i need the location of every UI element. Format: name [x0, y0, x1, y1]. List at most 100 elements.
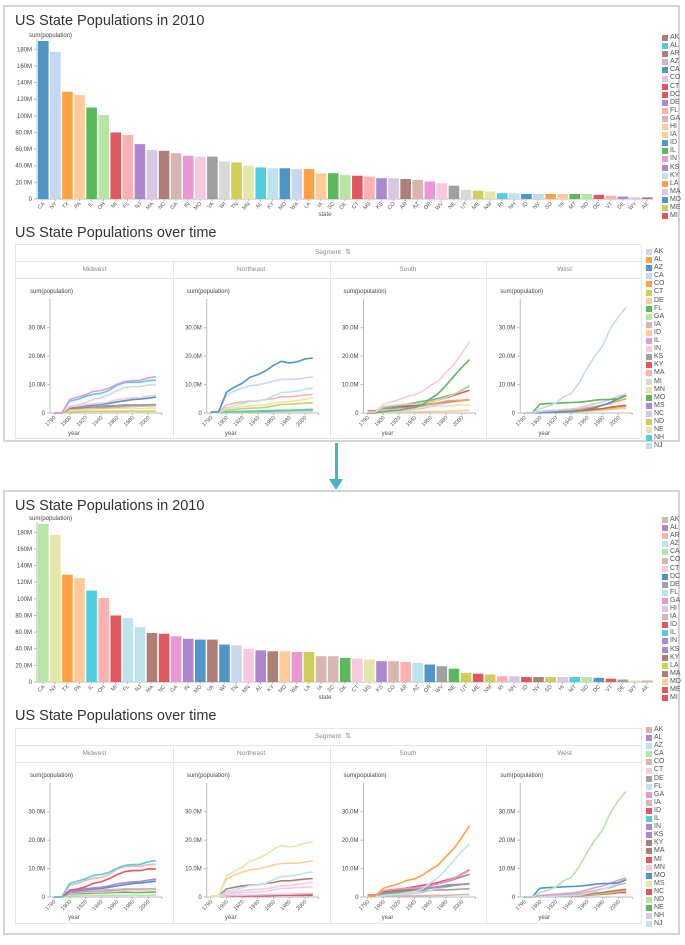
- legend-item[interactable]: FL: [646, 783, 665, 791]
- legend-item[interactable]: NH: [646, 912, 665, 920]
- legend-item[interactable]: NJ: [646, 920, 665, 928]
- legend-item[interactable]: CO: [646, 280, 665, 288]
- legend-item[interactable]: ID: [646, 807, 665, 815]
- legend-item[interactable]: IA: [662, 613, 681, 621]
- legend-item[interactable]: IL: [662, 629, 681, 637]
- legend-item[interactable]: KY: [662, 172, 681, 180]
- legend-item[interactable]: MS: [646, 402, 665, 410]
- legend-item[interactable]: CA: [662, 66, 681, 74]
- legend-item[interactable]: AZ: [646, 264, 665, 272]
- legend-item[interactable]: KS: [662, 164, 681, 172]
- legend-item[interactable]: IA: [646, 799, 665, 807]
- legend-item[interactable]: NE: [646, 904, 665, 912]
- legend-item[interactable]: FL: [646, 305, 665, 313]
- legend-item[interactable]: IL: [646, 337, 665, 345]
- legend-item[interactable]: ID: [662, 139, 681, 147]
- legend-item[interactable]: IA: [646, 321, 665, 329]
- legend-item[interactable]: MI: [646, 856, 665, 864]
- legend-item[interactable]: GA: [646, 791, 665, 799]
- legend-item[interactable]: KY: [662, 654, 681, 662]
- legend-item[interactable]: MS: [646, 880, 665, 888]
- legend-item[interactable]: IL: [646, 815, 665, 823]
- legend-item[interactable]: AZ: [662, 540, 681, 548]
- legend-item[interactable]: MD: [662, 196, 681, 204]
- legend-item[interactable]: NC: [646, 888, 665, 896]
- legend-item[interactable]: MA: [646, 369, 665, 377]
- legend-item[interactable]: CT: [662, 83, 681, 91]
- legend-item[interactable]: GA: [662, 597, 681, 605]
- legend-item[interactable]: MO: [646, 872, 665, 880]
- legend-item[interactable]: CO: [662, 74, 681, 82]
- legend-item[interactable]: DE: [662, 99, 681, 107]
- legend-item[interactable]: CT: [646, 766, 665, 774]
- legend-item[interactable]: AZ: [646, 742, 665, 750]
- legend-item[interactable]: ND: [646, 896, 665, 904]
- legend-item[interactable]: IN: [646, 345, 665, 353]
- legend-item[interactable]: AK: [646, 726, 665, 734]
- legend-item[interactable]: IN: [662, 637, 681, 645]
- legend-item[interactable]: GA: [662, 115, 681, 123]
- legend-item[interactable]: AZ: [662, 58, 681, 66]
- legend-item[interactable]: IN: [646, 823, 665, 831]
- legend-item[interactable]: AK: [646, 248, 665, 256]
- legend-item[interactable]: IN: [662, 155, 681, 163]
- legend-item[interactable]: CT: [662, 565, 681, 573]
- legend-item[interactable]: DE: [662, 581, 681, 589]
- legend-item[interactable]: MA: [662, 188, 681, 196]
- sort-icon[interactable]: ⇅: [345, 733, 351, 740]
- legend-item[interactable]: MD: [662, 678, 681, 686]
- legend-item[interactable]: AK: [662, 516, 681, 524]
- legend-item[interactable]: AL: [646, 256, 665, 264]
- legend-item[interactable]: CT: [646, 288, 665, 296]
- legend-item[interactable]: FL: [662, 589, 681, 597]
- legend-item[interactable]: LA: [662, 662, 681, 670]
- legend-item[interactable]: KS: [662, 646, 681, 654]
- legend-item[interactable]: CA: [646, 272, 665, 280]
- legend-item[interactable]: MA: [662, 670, 681, 678]
- legend-item[interactable]: KY: [646, 361, 665, 369]
- legend-item[interactable]: GA: [646, 313, 665, 321]
- legend-item[interactable]: NJ: [646, 442, 665, 450]
- legend-item[interactable]: ME: [662, 204, 681, 212]
- sort-icon[interactable]: ⇅: [345, 249, 351, 256]
- legend-item[interactable]: KS: [646, 831, 665, 839]
- legend-item[interactable]: AK: [662, 34, 681, 42]
- legend-item[interactable]: AR: [662, 50, 681, 58]
- legend-item[interactable]: IA: [662, 131, 681, 139]
- legend-item[interactable]: DE: [646, 775, 665, 783]
- legend-item[interactable]: MI: [662, 694, 681, 702]
- legend-item[interactable]: MN: [646, 864, 665, 872]
- legend-item[interactable]: DC: [662, 91, 681, 99]
- legend-item[interactable]: AL: [646, 734, 665, 742]
- legend-item[interactable]: ND: [646, 418, 665, 426]
- legend-item[interactable]: HI: [662, 605, 681, 613]
- legend-item[interactable]: CA: [646, 750, 665, 758]
- legend-item[interactable]: CO: [662, 556, 681, 564]
- legend-item[interactable]: MI: [662, 212, 681, 220]
- legend-item[interactable]: MO: [646, 394, 665, 402]
- legend-item[interactable]: NC: [646, 410, 665, 418]
- legend-item[interactable]: FL: [662, 107, 681, 115]
- legend-item[interactable]: CO: [646, 758, 665, 766]
- legend-item[interactable]: NE: [646, 426, 665, 434]
- legend-item[interactable]: MN: [646, 386, 665, 394]
- legend-swatch: [646, 297, 652, 304]
- legend-item[interactable]: ME: [662, 686, 681, 694]
- legend-item[interactable]: MA: [646, 847, 665, 855]
- legend-item[interactable]: KS: [646, 353, 665, 361]
- legend-item[interactable]: NH: [646, 434, 665, 442]
- legend-item[interactable]: AR: [662, 532, 681, 540]
- legend-item[interactable]: ID: [646, 329, 665, 337]
- legend-item[interactable]: CA: [662, 548, 681, 556]
- legend-item[interactable]: HI: [662, 123, 681, 131]
- legend-item[interactable]: LA: [662, 180, 681, 188]
- legend-item[interactable]: DC: [662, 573, 681, 581]
- legend-item[interactable]: AL: [662, 42, 681, 50]
- legend-item[interactable]: MI: [646, 378, 665, 386]
- legend-item[interactable]: AL: [662, 524, 681, 532]
- legend-item[interactable]: ID: [662, 621, 681, 629]
- legend-item[interactable]: IL: [662, 147, 681, 155]
- legend-item[interactable]: KY: [646, 839, 665, 847]
- legend-item[interactable]: DE: [646, 297, 665, 305]
